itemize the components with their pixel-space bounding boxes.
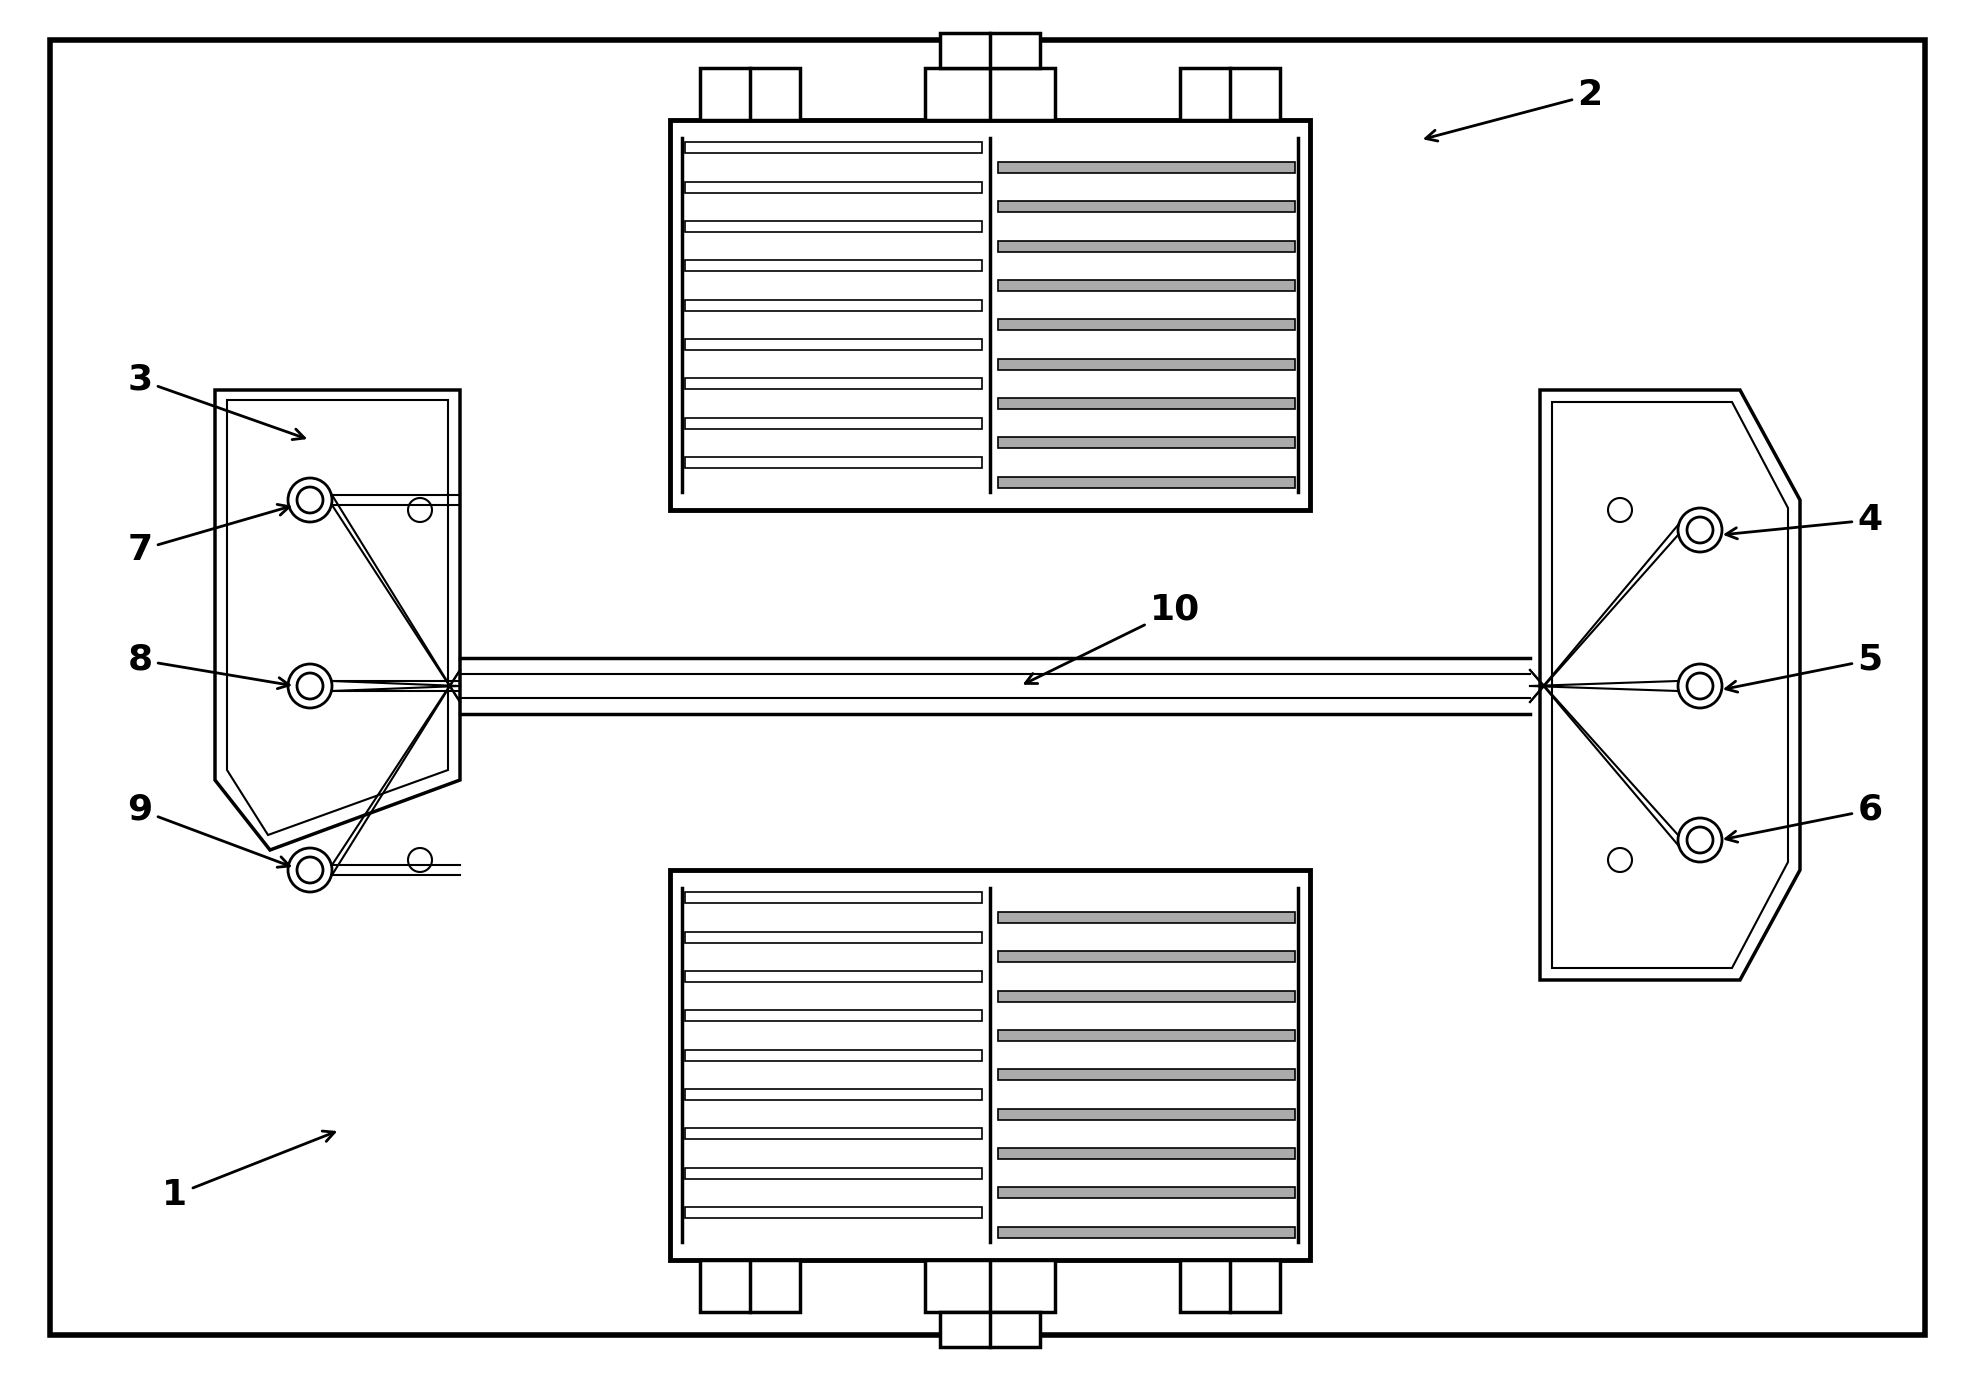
Bar: [997, 1070, 1296, 1081]
Bar: [997, 476, 1296, 487]
Bar: [685, 379, 982, 389]
Bar: [699, 1260, 800, 1313]
Text: 7: 7: [128, 504, 290, 567]
Bar: [685, 1089, 982, 1100]
Bar: [997, 991, 1296, 1001]
Bar: [997, 1109, 1296, 1119]
Bar: [685, 143, 982, 154]
Bar: [685, 221, 982, 232]
Bar: [670, 870, 1309, 1260]
Bar: [997, 358, 1296, 369]
Text: 3: 3: [128, 362, 304, 439]
Text: 1: 1: [162, 1131, 334, 1212]
Bar: [997, 1030, 1296, 1041]
Bar: [685, 299, 982, 310]
Bar: [685, 1168, 982, 1178]
Bar: [685, 1050, 982, 1060]
Bar: [924, 1260, 1055, 1313]
Text: 8: 8: [128, 643, 288, 689]
Bar: [685, 932, 982, 943]
Text: 9: 9: [126, 794, 290, 868]
Bar: [997, 1188, 1296, 1199]
Bar: [997, 320, 1296, 331]
Bar: [685, 339, 982, 350]
Bar: [685, 1207, 982, 1218]
Bar: [997, 240, 1296, 251]
Bar: [685, 1129, 982, 1140]
Bar: [685, 417, 982, 428]
Bar: [997, 202, 1296, 213]
Bar: [685, 892, 982, 903]
Text: 10: 10: [1025, 593, 1201, 684]
Text: 4: 4: [1726, 503, 1882, 538]
Bar: [699, 69, 800, 119]
Bar: [1179, 69, 1280, 119]
Bar: [1179, 1260, 1280, 1313]
Bar: [670, 119, 1309, 509]
Bar: [924, 69, 1055, 119]
Bar: [940, 1313, 1041, 1347]
Bar: [997, 398, 1296, 409]
Bar: [997, 1226, 1296, 1237]
Bar: [685, 181, 982, 192]
Text: 2: 2: [1426, 78, 1602, 141]
Bar: [685, 457, 982, 468]
Text: 5: 5: [1726, 643, 1882, 692]
Text: 6: 6: [1726, 794, 1882, 842]
Bar: [685, 1011, 982, 1022]
Bar: [997, 912, 1296, 923]
Bar: [997, 1148, 1296, 1159]
Bar: [997, 280, 1296, 291]
Bar: [997, 438, 1296, 448]
Bar: [940, 33, 1041, 69]
Bar: [685, 971, 982, 982]
Bar: [685, 261, 982, 272]
Bar: [997, 162, 1296, 173]
Bar: [997, 951, 1296, 962]
